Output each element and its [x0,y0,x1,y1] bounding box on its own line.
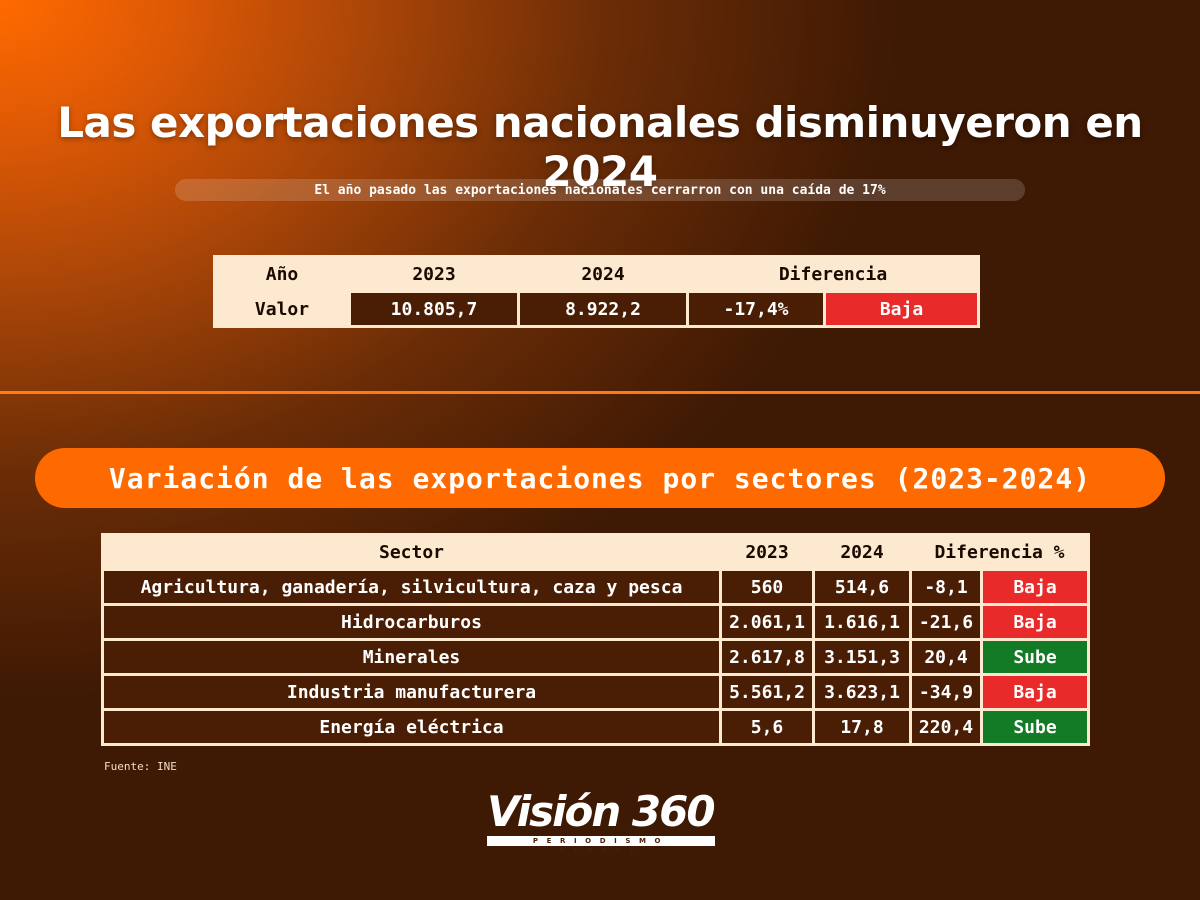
sector-value-2023: 2.617,8 [722,641,812,673]
summary-value-row: Valor 10.805,7 8.922,2 -17,4% Baja [216,293,977,325]
sector-diff: -34,9 [912,676,980,708]
summary-header-2024: 2024 [520,258,686,290]
section-divider [0,391,1200,394]
sector-name: Hidrocarburos [104,606,719,638]
sector-diff: 220,4 [912,711,980,743]
summary-status-badge: Baja [826,293,977,325]
summary-header-row: Año 2023 2024 Diferencia [216,258,977,290]
sector-name: Minerales [104,641,719,673]
sectors-header-2024: 2024 [815,536,909,568]
page-title: Las exportaciones nacionales disminuyero… [57,98,1143,196]
sectors-header-sector: Sector [104,536,719,568]
sector-value-2023: 2.061,1 [722,606,812,638]
sector-name: Industria manufacturera [104,676,719,708]
sectors-header-diff: Diferencia % [912,536,1087,568]
section-title: Variación de las exportaciones por secto… [35,448,1165,508]
table-row: Energía eléctrica 5,6 17,8 220,4 Sube [104,711,1087,743]
sector-value-2023: 5,6 [722,711,812,743]
summary-value-2023: 10.805,7 [351,293,517,325]
sector-value-2024: 514,6 [815,571,909,603]
summary-header-2023: 2023 [351,258,517,290]
table-row: Hidrocarburos 2.061,1 1.616,1 -21,6 Baja [104,606,1087,638]
table-row: Minerales 2.617,8 3.151,3 20,4 Sube [104,641,1087,673]
sector-diff: -21,6 [912,606,980,638]
subtitle: El año pasado las exportaciones nacional… [175,179,1025,201]
status-badge: Sube [983,641,1087,673]
sector-value-2024: 3.623,1 [815,676,909,708]
sector-value-2024: 1.616,1 [815,606,909,638]
status-badge: Baja [983,606,1087,638]
summary-table: Año 2023 2024 Diferencia Valor 10.805,7 … [213,255,980,328]
status-badge: Baja [983,571,1087,603]
status-badge: Baja [983,676,1087,708]
sector-name: Energía eléctrica [104,711,719,743]
summary-header-year: Año [216,258,348,290]
vision360-logo: Visión 360 PERIODISMO GLOBAL [487,787,717,855]
sector-name: Agricultura, ganadería, silvicultura, ca… [104,571,719,603]
sectors-header-2023: 2023 [722,536,812,568]
sectors-header-row: Sector 2023 2024 Diferencia % [104,536,1087,568]
sectors-table: Sector 2023 2024 Diferencia % Agricultur… [101,533,1090,746]
summary-diff: -17,4% [689,293,823,325]
table-row: Agricultura, ganadería, silvicultura, ca… [104,571,1087,603]
sector-value-2023: 5.561,2 [722,676,812,708]
source-note: Fuente: INE [104,760,177,773]
summary-header-diff: Diferencia [689,258,977,290]
summary-value-2024: 8.922,2 [520,293,686,325]
sector-value-2024: 17,8 [815,711,909,743]
sector-diff: -8,1 [912,571,980,603]
table-row: Industria manufacturera 5.561,2 3.623,1 … [104,676,1087,708]
summary-row-label: Valor [216,293,348,325]
status-badge: Sube [983,711,1087,743]
logo-name: Visión 360 [487,787,716,836]
logo-tagline: PERIODISMO GLOBAL [487,836,715,855]
sector-value-2023: 560 [722,571,812,603]
sector-diff: 20,4 [912,641,980,673]
sector-value-2024: 3.151,3 [815,641,909,673]
